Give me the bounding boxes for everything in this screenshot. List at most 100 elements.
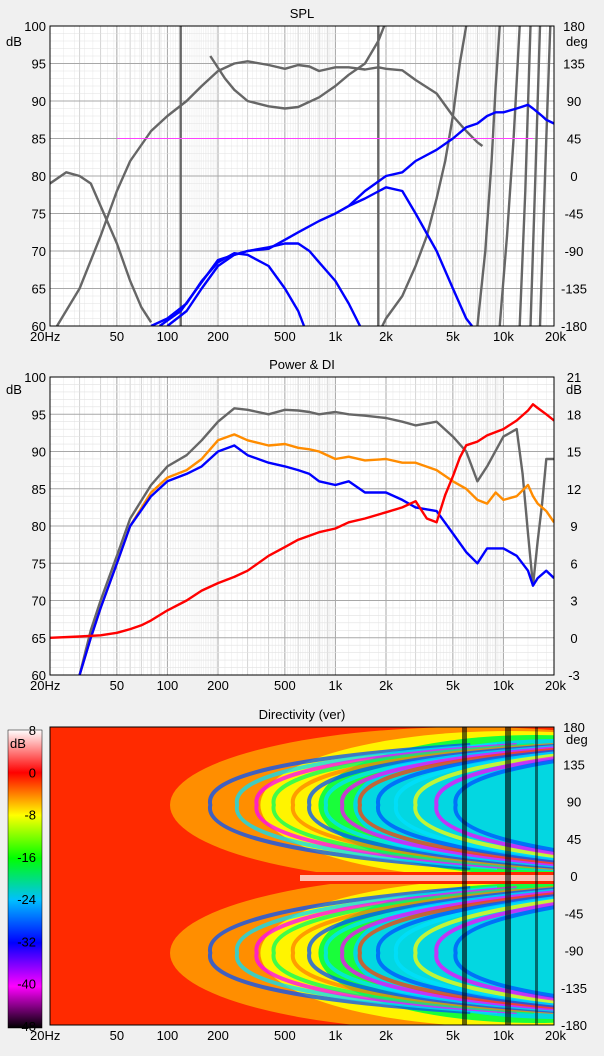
series-line-14 bbox=[166, 186, 473, 326]
x-tick-label: 100 bbox=[157, 329, 179, 344]
y2-tick-label: 90 bbox=[567, 94, 581, 109]
y2-tick-label: 0 bbox=[570, 169, 577, 184]
y2-tick-label: 15 bbox=[567, 445, 581, 460]
x-tick-label: 500 bbox=[274, 678, 296, 693]
lobe-arc-upper bbox=[323, 745, 554, 868]
x-tick-label: 500 bbox=[274, 329, 296, 344]
y-tick-label: 90 bbox=[32, 94, 46, 109]
y2-tick-label: 90 bbox=[567, 795, 581, 810]
x-tick-label: 2k bbox=[379, 1028, 393, 1043]
x-tick-label: 100 bbox=[157, 678, 179, 693]
lobe-arc-lower bbox=[376, 894, 554, 1008]
x-tick-label: 20Hz bbox=[30, 1028, 60, 1043]
spl-frame bbox=[49, 25, 555, 327]
directivity-heatmap bbox=[50, 727, 554, 1025]
series-line-2 bbox=[209, 26, 386, 110]
y2-tick-label: -3 bbox=[568, 668, 580, 683]
y-tick-label: 100 bbox=[24, 19, 46, 34]
x-tick-label: 10k bbox=[493, 329, 514, 344]
series-line-15 bbox=[334, 103, 554, 215]
colorbar-tick-label: -8 bbox=[24, 808, 36, 823]
directivity-panel: Directivity (ver) dB -48-40-32-24-16- bbox=[7, 707, 588, 1043]
lobe-arc-lower bbox=[254, 886, 517, 1014]
x-tick-label: 10k bbox=[493, 678, 514, 693]
y-tick-label: 65 bbox=[32, 631, 46, 646]
colorbar-tick-label: -24 bbox=[17, 892, 36, 907]
x-tick-label: 200 bbox=[207, 678, 229, 693]
lobe-arc-lower bbox=[290, 886, 554, 1014]
series-line-2 bbox=[78, 444, 554, 675]
y2-tick-label: -180 bbox=[561, 1018, 587, 1033]
lobe-arc-lower bbox=[307, 887, 554, 1013]
lobe-arc-upper bbox=[254, 743, 517, 870]
lobe-arc-lower bbox=[434, 902, 554, 1001]
directivity-title: Directivity (ver) bbox=[259, 707, 346, 722]
x-tick-label: 1k bbox=[329, 1028, 343, 1043]
y2-tick-label: 135 bbox=[563, 57, 585, 72]
lobe-arc-upper bbox=[413, 753, 554, 859]
x-tick-label: 20k bbox=[545, 1028, 566, 1043]
series-line-6 bbox=[518, 26, 532, 326]
spl-panel: SPL dB deg 20Hz 50 100 200 500 1k 2k 5k 10k 20k 60… bbox=[6, 6, 588, 344]
y-tick-label: 80 bbox=[32, 169, 46, 184]
lobe-arc-lower bbox=[271, 886, 535, 1014]
series-line-3 bbox=[381, 26, 468, 326]
power-di-title: Power & DI bbox=[269, 357, 335, 372]
x-tick-label: 1k bbox=[329, 678, 343, 693]
colorbar-unit: dB bbox=[10, 736, 26, 751]
power-di-panel: Power & DI dB dB 20Hz 50 100 200 500 1k 2k 5k 10… bbox=[6, 357, 582, 693]
spl-grid bbox=[49, 25, 555, 327]
y2-tick-label: 45 bbox=[567, 132, 581, 147]
y2-tick-label: 9 bbox=[570, 519, 577, 534]
spl-y-unit: dB bbox=[6, 34, 22, 49]
lobe-arc-upper bbox=[453, 759, 554, 852]
y2-tick-label: 180 bbox=[563, 720, 585, 735]
y-tick-label: 75 bbox=[32, 207, 46, 222]
x-tick-label: 5k bbox=[446, 678, 460, 693]
lobe-arc-upper bbox=[271, 743, 534, 870]
lobe-arc-upper bbox=[340, 746, 554, 867]
x-tick-label: 50 bbox=[110, 1028, 124, 1043]
x-tick-label: 2k bbox=[379, 678, 393, 693]
lobe-arc-upper bbox=[234, 743, 498, 870]
x-tick-label: 100 bbox=[157, 1028, 179, 1043]
spl-title: SPL bbox=[290, 6, 315, 21]
x-tick-label: 20k bbox=[545, 678, 566, 693]
directivity-frame bbox=[49, 726, 555, 1026]
y-tick-label: 90 bbox=[32, 445, 46, 460]
x-tick-label: 1k bbox=[329, 329, 343, 344]
y2-tick-label: 135 bbox=[563, 757, 585, 772]
series-line-1 bbox=[55, 60, 484, 326]
lobe-arc-upper bbox=[357, 747, 554, 865]
colorbar-tick-label: 0 bbox=[29, 765, 36, 780]
x-tick-label: 10k bbox=[493, 1028, 514, 1043]
y2-tick-label: 180 bbox=[563, 19, 585, 34]
lobe-arc-upper bbox=[393, 751, 554, 861]
lobe-arc-upper bbox=[290, 743, 554, 870]
y2-tick-label: 18 bbox=[567, 407, 581, 422]
directivity-y2-unit: deg bbox=[566, 732, 588, 747]
y2-tick-label: 21 bbox=[567, 370, 581, 385]
lobe-arc-lower bbox=[340, 890, 554, 1011]
series-line-4 bbox=[476, 26, 501, 326]
colorbar-tick-label: -32 bbox=[17, 934, 36, 949]
y2-tick-label: -90 bbox=[565, 944, 584, 959]
lobe-arc-upper bbox=[208, 743, 471, 870]
y-tick-label: 65 bbox=[32, 282, 46, 297]
lobe-arc-upper bbox=[376, 749, 554, 863]
lobe-arc-lower bbox=[453, 905, 554, 998]
lobe-arc-lower bbox=[357, 892, 554, 1010]
y2-tick-label: -135 bbox=[561, 981, 587, 996]
series-line-8 bbox=[538, 26, 552, 326]
y-tick-label: 95 bbox=[32, 57, 46, 72]
x-tick-label: 20Hz bbox=[30, 678, 60, 693]
x-tick-label: 50 bbox=[110, 678, 124, 693]
spl-y2-unit: deg bbox=[566, 34, 588, 49]
power-di-y-unit: dB bbox=[6, 382, 22, 397]
colorbar bbox=[7, 729, 43, 1029]
y2-tick-label: 45 bbox=[567, 832, 581, 847]
lobe-arc-lower bbox=[234, 886, 498, 1014]
colorbar-ticks: -48 -40 -32 -24 -16 -8 0 8 bbox=[17, 723, 36, 1034]
x-tick-label: 50 bbox=[110, 329, 124, 344]
